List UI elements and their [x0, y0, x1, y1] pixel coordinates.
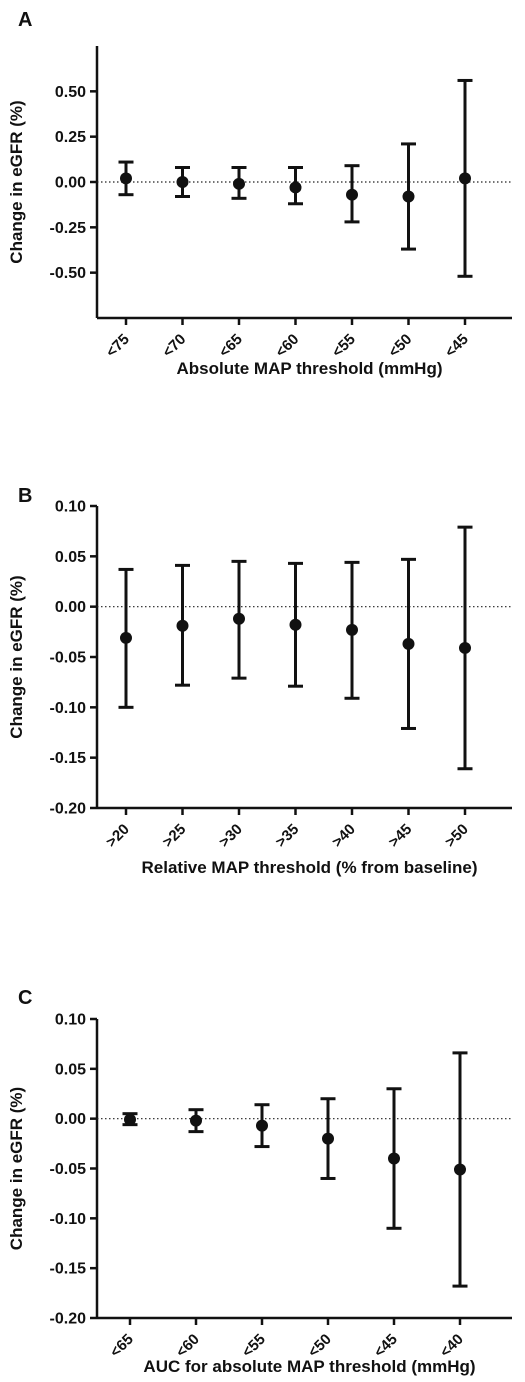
panel-c-y-tick-label: 0.10 — [55, 1012, 86, 1029]
panel-a-y-tick-label: -0.25 — [50, 220, 87, 237]
panel-c-data-point — [124, 1113, 136, 1126]
panel-c-y-tick-label: -0.05 — [50, 1161, 87, 1178]
panel-a-data-point — [289, 181, 302, 194]
panel-b-data-point — [120, 631, 132, 644]
panel-a-x-tick-label: <75 — [103, 331, 133, 361]
panel-a-x-tick-label: <45 — [442, 331, 472, 361]
panel-b-x-tick-label: >20 — [103, 821, 133, 851]
panel-b-x-axis-title: Relative MAP threshold (% from baseline) — [142, 858, 478, 877]
panel-c-data-point — [454, 1163, 466, 1176]
panel-b-y-axis-title: Change in eGFR (%) — [7, 575, 26, 738]
panel-a-x-axis-title: Absolute MAP threshold (mmHg) — [176, 359, 442, 378]
panel-a-y-tick-label: -0.50 — [50, 265, 87, 282]
panel-c-x-axis-title: AUC for absolute MAP threshold (mmHg) — [143, 1357, 475, 1376]
panel-b-data-point — [233, 612, 245, 625]
panel-c-y-tick-label: -0.10 — [50, 1211, 87, 1228]
panel-c-y-axis-title: Change in eGFR (%) — [7, 1087, 26, 1250]
panel-a-data-point — [346, 188, 358, 201]
panel-b-y-tick-label: -0.20 — [50, 801, 87, 818]
panel-b-y-tick-label: 0.10 — [55, 499, 86, 516]
panel-a-y-tick-label: 0.25 — [55, 129, 86, 146]
panel-b-y-tick-label: -0.05 — [50, 650, 87, 667]
panel-b-x-tick-label: >45 — [385, 821, 415, 851]
panel-c-data-point — [322, 1132, 334, 1145]
panel-a-x-tick-label: <65 — [216, 331, 246, 361]
panel-c-y-tick-label: 0.00 — [55, 1111, 86, 1128]
panel-b-data-point — [289, 618, 302, 631]
panel-a-label: A — [18, 9, 32, 31]
panel-b-data-point — [459, 641, 471, 654]
panel-b-x-tick-label: >35 — [272, 821, 302, 851]
panel-c-y-tick-label: -0.20 — [50, 1311, 87, 1328]
panel-c-data-point — [388, 1152, 400, 1165]
panel-b-y-tick-label: -0.15 — [50, 750, 87, 767]
panel-b-y-tick-label: 0.00 — [55, 599, 86, 616]
panel-a-y-tick-label: 0.00 — [55, 175, 86, 192]
panel-a-x-tick-label: <70 — [159, 331, 189, 361]
panel-c-y-tick-label: 0.05 — [55, 1061, 86, 1078]
panel-b-y-tick-label: 0.05 — [55, 549, 86, 566]
panel-a-data-point — [176, 176, 189, 188]
panel-a-x-tick-label: <55 — [329, 331, 359, 361]
panel-b-data-point — [176, 619, 189, 632]
panel-a-data-point — [402, 190, 415, 203]
panel-a-data-point — [459, 172, 471, 185]
panel-c-data-point — [256, 1119, 268, 1132]
panel-b-label: B — [18, 485, 32, 507]
panel-a-y-axis-title: Change in eGFR (%) — [7, 100, 26, 263]
panel-b-x-tick-label: >25 — [159, 821, 189, 851]
panel-a-data-point — [233, 177, 245, 190]
panel-c-label: C — [18, 987, 32, 1009]
panel-a-y-tick-label: 0.50 — [55, 84, 86, 101]
panel-a-x-tick-label: <50 — [385, 331, 415, 361]
panel-c-x-tick-label: <65 — [107, 1331, 137, 1361]
panel-c-y-tick-label: -0.15 — [50, 1261, 87, 1278]
panel-b-y-tick-label: -0.10 — [50, 700, 87, 717]
panel-b-x-tick-label: >40 — [329, 821, 359, 851]
panel-c-data-point — [190, 1114, 202, 1127]
panel-b-data-point — [402, 637, 415, 650]
panel-b-data-point — [346, 623, 358, 636]
panel-b-x-tick-label: >30 — [216, 821, 246, 851]
panel-a-data-point — [120, 172, 132, 185]
panel-b-x-tick-label: >50 — [442, 821, 472, 851]
panel-a-x-tick-label: <60 — [272, 331, 302, 361]
